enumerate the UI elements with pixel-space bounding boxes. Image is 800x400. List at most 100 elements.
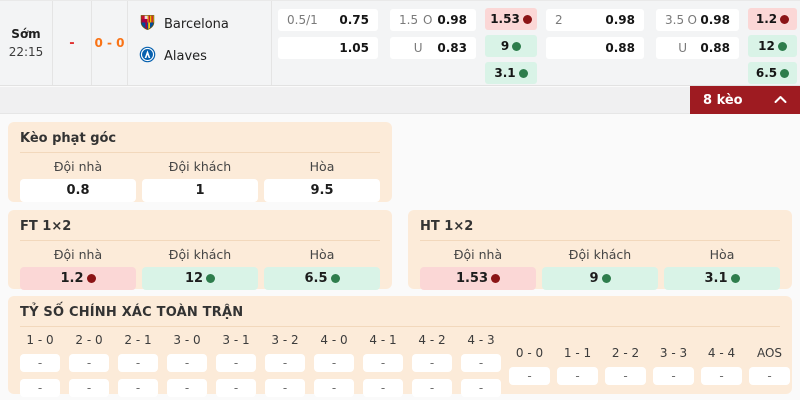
x12-2-away-odds[interactable]: 12 <box>748 35 797 57</box>
ht-odds-grid: Đội nhà Đội khách Hòa 1.53 9 3.1 <box>420 247 780 290</box>
match-odds-row: Sớm 22:15 - 0 - 0 <box>0 0 800 86</box>
score-odds-cell[interactable]: - <box>216 379 256 397</box>
ou1-under-label: U <box>413 41 423 55</box>
score-odds-cell[interactable]: - <box>118 379 158 397</box>
ft-odds-grid: Đội nhà Đội khách Hòa 1.2 12 6.5 <box>20 247 380 290</box>
home-header: Đội nhà <box>53 247 103 262</box>
score-header: 3 - 3 <box>659 346 688 360</box>
ft-draw-odds[interactable]: 6.5 <box>264 267 380 290</box>
score-odds-cell[interactable]: - <box>749 367 790 385</box>
x12-1-draw-odds[interactable]: 3.1 <box>485 62 537 84</box>
away-team-name: Alaves <box>164 49 207 64</box>
more-odds-button[interactable]: 8 kèo <box>690 86 800 114</box>
handicap2-away-odds[interactable]: 0.88 <box>546 37 644 59</box>
ou2-under-odds[interactable]: U 0.88 <box>656 37 739 59</box>
ou1-over-odds[interactable]: 1.5 O 0.98 <box>390 9 476 31</box>
ft-panel-title: FT 1×2 <box>20 219 72 234</box>
score-odds-cell[interactable]: - <box>314 354 354 372</box>
handicap1-home-odds[interactable]: 0.5/1 0.75 <box>278 9 378 31</box>
over-under-column-1: 1.5 O 0.98 U 0.83 <box>384 1 482 85</box>
score-odds-cell[interactable]: - <box>363 379 403 397</box>
over-under-column-2: 3.5 O 0.98 U 0.88 <box>650 1 745 85</box>
score-odds-cell[interactable]: - <box>118 354 158 372</box>
odds-rise-dot <box>206 274 216 283</box>
score-odds-cell[interactable]: - <box>265 354 305 372</box>
handicap-column-1: 0.5/1 0.75 1.05 <box>272 1 384 85</box>
score-odds-cell[interactable]: - <box>20 379 60 397</box>
collapse-strip: 8 kèo <box>0 86 800 114</box>
ou1-over-label: O <box>423 13 433 27</box>
ht-1x2-panel: HT 1×2 Đội nhà Đội khách Hòa 1.53 9 3.1 <box>408 210 792 290</box>
corner-draw-odds[interactable]: 9.5 <box>264 179 380 202</box>
x12-1-home-odds[interactable]: 1.53 <box>485 8 537 30</box>
handicap1-away-odds[interactable]: 1.05 <box>278 37 378 59</box>
away-header: Đội khách <box>168 247 232 262</box>
score-odds-cell[interactable]: - <box>314 379 354 397</box>
chevron-up-icon <box>774 93 787 108</box>
ft-away-odds[interactable]: 12 <box>142 267 258 290</box>
handicap1-line: 0.5/1 <box>287 13 318 27</box>
score-odds-cell[interactable]: - <box>461 354 501 372</box>
score-odds-cell[interactable]: - <box>653 367 694 385</box>
ou2-under-label: U <box>678 41 688 55</box>
exact-score-grid: 1 - 0 2 - 0 2 - 1 3 - 0 3 - 1 3 - 2 4 - … <box>20 333 790 397</box>
score-odds-cell[interactable]: - <box>557 367 598 385</box>
ft-home-odds[interactable]: 1.2 <box>20 267 136 290</box>
exact-score-title: TỶ SỐ CHÍNH XÁC TOÀN TRẬN <box>20 305 244 320</box>
away-header: Đội khách <box>568 247 632 262</box>
corner-home-odds[interactable]: 0.8 <box>20 179 136 202</box>
score-odds-cell[interactable]: - <box>69 354 109 372</box>
score-odds-cell[interactable]: - <box>167 379 207 397</box>
score-odds-cell[interactable]: - <box>461 379 501 397</box>
ht-panel-title: HT 1×2 <box>420 219 474 234</box>
x12-1-away-odds[interactable]: 9 <box>485 35 537 57</box>
ht-draw-odds[interactable]: 3.1 <box>664 267 780 290</box>
x12-2-home-odds[interactable]: 1.2 <box>748 8 797 30</box>
x12-2-away-value: 12 <box>758 39 775 53</box>
home-team-name: Barcelona <box>164 17 229 32</box>
ou1-over-value: 0.98 <box>437 13 467 27</box>
odds-rise-dot <box>512 41 522 51</box>
ht-home-odds[interactable]: 1.53 <box>420 267 536 290</box>
odds-rise-dot <box>777 41 787 51</box>
handicap1-home-value: 0.75 <box>339 13 369 27</box>
away-team-row[interactable]: Alaves <box>139 46 271 67</box>
live-score: 0 - 0 <box>94 36 125 50</box>
ou2-over-value: 0.98 <box>700 13 730 27</box>
score-odds-cell[interactable]: - <box>363 354 403 372</box>
x12-2-draw-odds[interactable]: 6.5 <box>748 62 797 84</box>
ou2-line: 3.5 <box>665 13 685 27</box>
score-odds-cell[interactable]: - <box>509 367 550 385</box>
score-header: 4 - 3 <box>467 333 495 347</box>
corner-away-odds[interactable]: 1 <box>142 179 258 202</box>
score-odds-cell[interactable]: - <box>605 367 646 385</box>
x12-1-draw-value: 3.1 <box>494 66 516 80</box>
score-odds-cell[interactable]: - <box>167 354 207 372</box>
draw-header: Hòa <box>309 247 335 262</box>
score-odds-cell[interactable]: - <box>216 354 256 372</box>
score-odds-cell[interactable]: - <box>265 379 305 397</box>
score-header: 3 - 1 <box>222 333 250 347</box>
panel-divider <box>420 240 780 241</box>
ou2-over-odds[interactable]: 3.5 O 0.98 <box>656 9 739 31</box>
corner-panel-title: Kèo phạt góc <box>20 131 117 146</box>
score-odds-cell[interactable]: - <box>69 379 109 397</box>
more-odds-count: 8 kèo <box>703 92 743 108</box>
match-time-cell: Sớm 22:15 <box>0 1 53 85</box>
score-odds-cell[interactable]: - <box>412 379 452 397</box>
odds-drop-dot <box>491 274 501 283</box>
match-time-label: Sớm <box>11 27 41 41</box>
score-odds-cell[interactable]: - <box>412 354 452 372</box>
score-header: 0 - 0 <box>515 346 544 360</box>
alaves-logo-icon <box>139 46 156 67</box>
handicap2-home-odds[interactable]: 2 0.98 <box>546 9 644 31</box>
score-header: 3 - 2 <box>271 333 299 347</box>
score-odds-cell[interactable]: - <box>20 354 60 372</box>
ou1-under-odds[interactable]: U 0.83 <box>390 37 476 59</box>
1x2-column-1: 1.53 9 3.1 <box>482 1 540 85</box>
home-team-row[interactable]: Barcelona <box>139 14 271 35</box>
odds-drop-dot <box>522 14 532 24</box>
ht-away-odds[interactable]: 9 <box>542 267 658 290</box>
score-header: 2 - 2 <box>611 346 640 360</box>
score-odds-cell[interactable]: - <box>701 367 742 385</box>
